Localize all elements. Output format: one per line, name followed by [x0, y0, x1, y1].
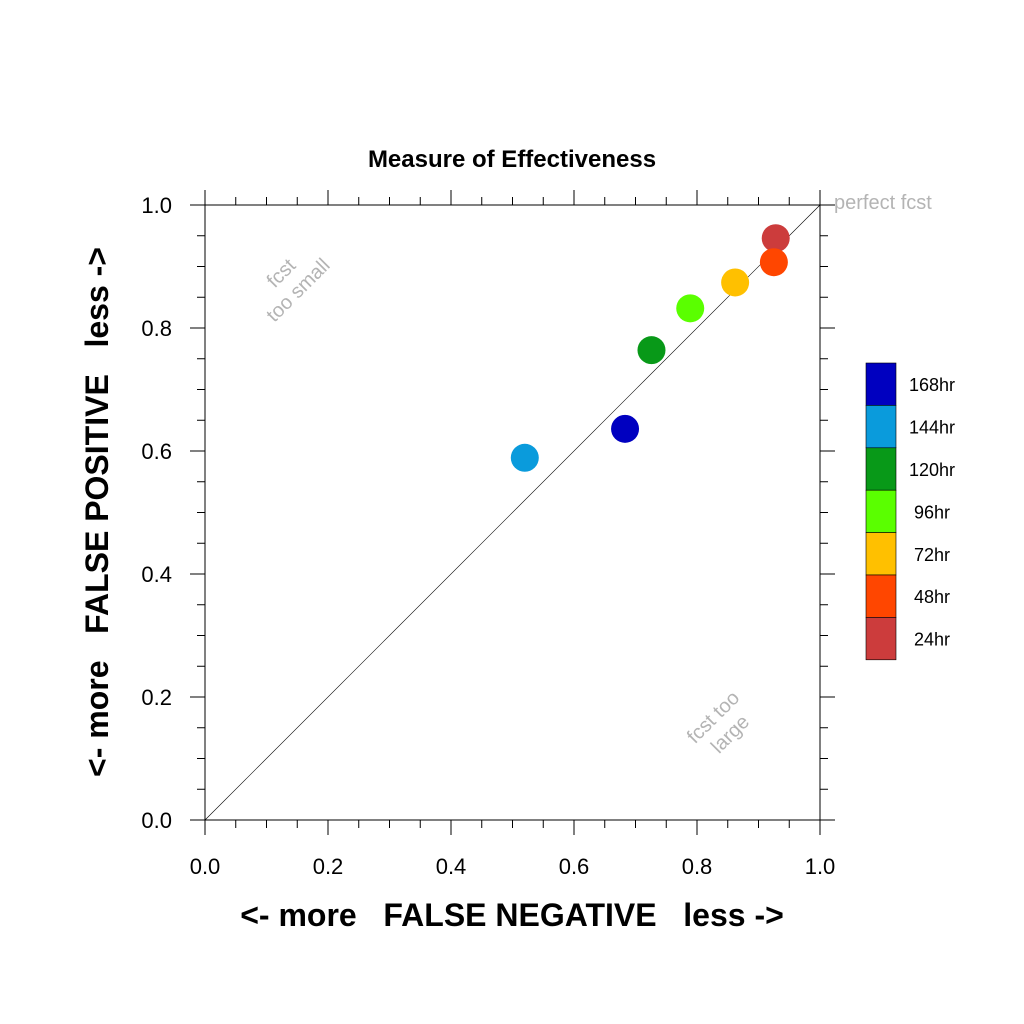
legend-label-144hr: 144hr — [909, 418, 955, 438]
legend-label-96hr: 96hr — [914, 502, 950, 522]
legend-swatch-120hr — [865, 447, 897, 491]
y-tick-label: 0.0 — [141, 808, 172, 833]
plot-area: 0.0 0.2 0.4 0.6 0.8 1.0 0.0 0.2 0.4 0.6 0.8 1.0 perf… — [141, 190, 932, 879]
point-48hr — [759, 248, 788, 277]
x-tick-label: 0.0 — [190, 854, 221, 879]
point-168hr — [611, 414, 640, 443]
annotation-perfect-fcst: perfect fcst — [834, 192, 932, 214]
x-axis-label: <- more FALSE NEGATIVE less -> — [240, 897, 784, 933]
legend-swatch-24hr — [865, 617, 897, 661]
x-tick-label: 0.4 — [436, 854, 467, 879]
legend-label-72hr: 72hr — [914, 545, 950, 565]
legend-swatch-48hr — [865, 574, 897, 618]
legend-label-24hr: 24hr — [914, 630, 950, 650]
legend-label-120hr: 120hr — [909, 460, 955, 480]
legend-label-168hr: 168hr — [909, 375, 955, 395]
x-tick-label: 0.6 — [559, 854, 590, 879]
legend-swatch-96hr — [865, 489, 897, 533]
legend-swatch-144hr — [865, 405, 897, 449]
legend-swatch-168hr — [865, 362, 897, 406]
point-96hr — [676, 294, 705, 323]
reference-diagonal — [204, 204, 821, 821]
x-tick-label: 0.8 — [682, 854, 713, 879]
y-tick-label: 1.0 — [141, 193, 172, 218]
legend-swatch-72hr — [865, 532, 897, 576]
y-tick-label: 0.2 — [141, 685, 172, 710]
point-120hr — [637, 336, 666, 365]
x-tick-label: 1.0 — [805, 854, 836, 879]
y-tick-label: 0.4 — [141, 562, 172, 587]
legend: 168hr 144hr 120hr 96hr 72hr 48hr 24hr — [865, 362, 955, 661]
y-tick-label: 0.8 — [141, 316, 172, 341]
y-axis-label: <- more FALSE POSITIVE less -> — [79, 247, 115, 777]
point-24hr — [761, 224, 790, 253]
chart-title: Measure of Effectiveness — [368, 146, 656, 173]
y-tick-label: 0.6 — [141, 439, 172, 464]
point-144hr — [510, 443, 539, 472]
legend-label-48hr: 48hr — [914, 587, 950, 607]
x-tick-label: 0.2 — [313, 854, 344, 879]
point-72hr — [721, 268, 750, 297]
